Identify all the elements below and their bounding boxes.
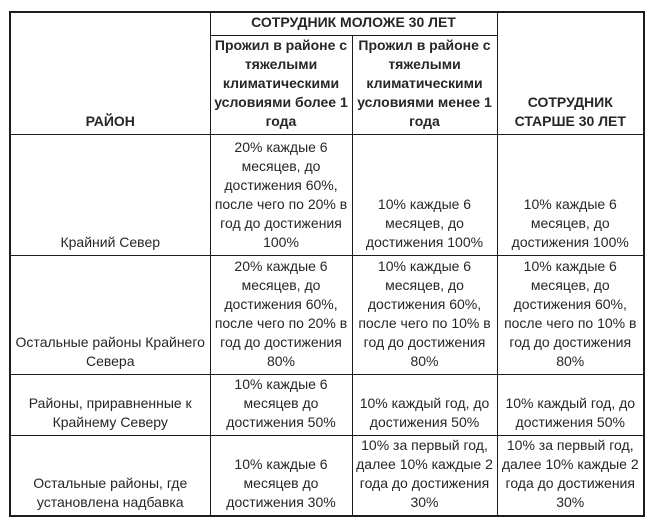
header-cell-young-less-year: Прожил в районе с тяжелыми климатическим…	[351, 35, 498, 135]
region-name-cell: Районы, приравненные к Крайнему Северу	[9, 374, 211, 436]
region-name-cell: Крайний Север	[9, 134, 211, 256]
older-cell: 10% каждый год, до достижения 50%	[496, 374, 645, 436]
table-row: Крайний Север 20% каждые 6 месяцев, до д…	[9, 134, 645, 256]
young-less-year-cell: 10% каждые 6 месяцев, до достижения 100%	[351, 134, 498, 256]
young-more-year-cell: 10% каждые 6 месяцев до достижения 50%	[209, 374, 353, 436]
young-more-year-cell: 10% каждые 6 месяцев до достижения 30%	[209, 435, 353, 517]
table-row: Остальные районы, где установлена надбав…	[9, 435, 645, 517]
young-more-year-cell: 20% каждые 6 месяцев, до достижения 60%,…	[209, 255, 353, 375]
table-row: Районы, приравненные к Крайнему Северу 1…	[9, 374, 645, 436]
header-cell-region: РАЙОН	[9, 11, 211, 135]
older-cell: 10% каждые 6 месяцев, до достижения 60%,…	[496, 255, 645, 375]
header-row-top: РАЙОН СОТРУДНИК МОЛОЖЕ 30 ЛЕТ СОТРУДНИК …	[9, 11, 645, 135]
header-cell-older: СОТРУДНИК СТАРШЕ 30 ЛЕТ	[496, 11, 645, 135]
header-row-sub: Прожил в районе с тяжелыми климатическим…	[10, 35, 644, 135]
header-cell-young-group: СОТРУДНИК МОЛОЖЕ 30 ЛЕТ	[209, 11, 498, 36]
older-cell: 10% за первый год, далее 10% каждые 2 го…	[496, 435, 645, 517]
young-more-year-cell: 20% каждые 6 месяцев, до достижения 60%,…	[209, 134, 353, 256]
young-less-year-cell: 10% каждый год, до достижения 50%	[351, 374, 498, 436]
young-less-year-cell: 10% каждые 6 месяцев, до достижения 60%,…	[351, 255, 498, 375]
allowance-table: РАЙОН СОТРУДНИК МОЛОЖЕ 30 ЛЕТ СОТРУДНИК …	[9, 11, 645, 517]
older-cell: 10% каждые 6 месяцев, до достижения 100%	[496, 134, 645, 256]
region-name-cell: Остальные районы Крайнего Севера	[9, 255, 211, 375]
region-name-cell: Остальные районы, где установлена надбав…	[9, 435, 211, 517]
header-cell-young-more-year: Прожил в районе с тяжелыми климатическим…	[209, 35, 353, 135]
table-row: Остальные районы Крайнего Севера 20% каж…	[9, 255, 645, 375]
young-less-year-cell: 10% за первый год, далее 10% каждые 2 го…	[351, 435, 498, 517]
